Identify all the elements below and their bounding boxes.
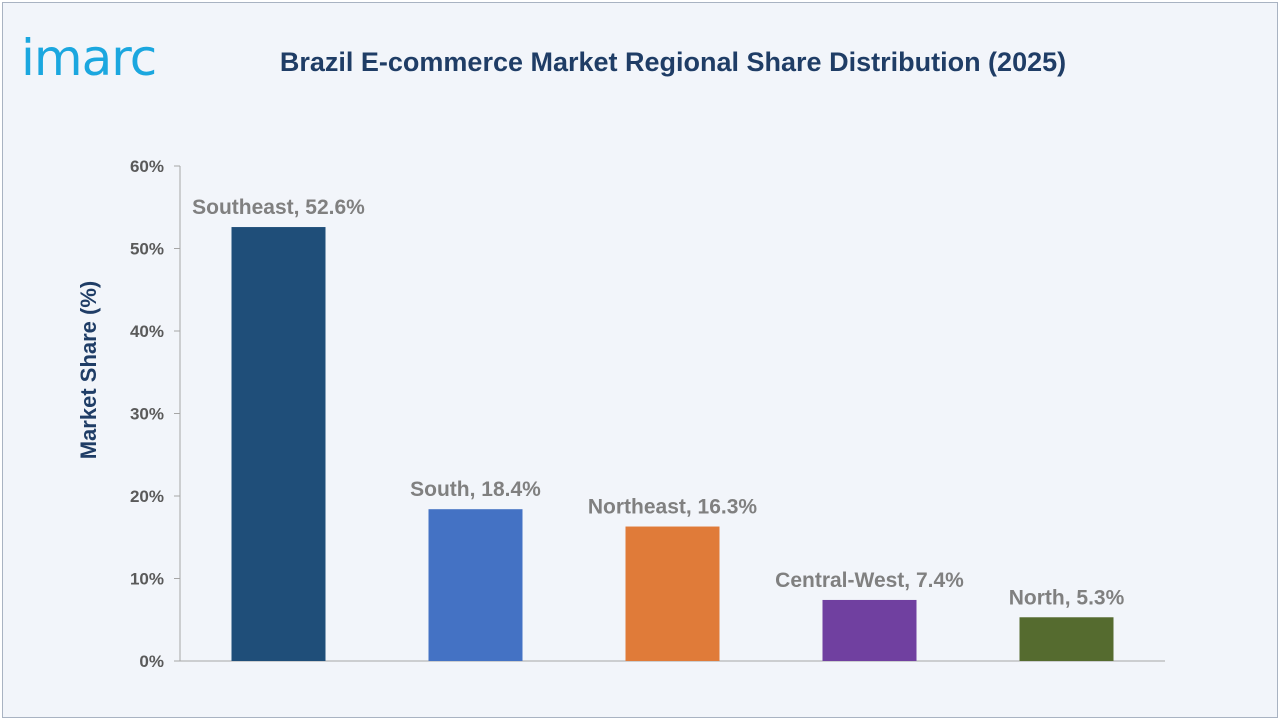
data-label: Northeast, 16.3% <box>588 496 758 519</box>
chart-title: Brazil E-commerce Market Regional Share … <box>279 47 1067 77</box>
bars <box>231 227 1114 662</box>
axes: 0% 10% 20% 30% 40% 50% 60% <box>130 157 1165 671</box>
y-tick-label: 20% <box>130 487 164 506</box>
imarc-logo: imarc <box>21 29 157 87</box>
bar-northeast <box>625 526 720 661</box>
bar-south <box>428 509 523 661</box>
y-axis-label: Market Share (%) <box>76 281 101 460</box>
data-label: Central-West, 7.4% <box>775 569 964 592</box>
bar-southeast <box>231 227 326 662</box>
data-label: South, 18.4% <box>410 478 541 501</box>
y-tick-label: 60% <box>130 157 164 176</box>
y-tick-label: 50% <box>130 240 164 259</box>
y-tick-label: 30% <box>130 405 164 424</box>
data-label: North, 5.3% <box>1009 586 1125 609</box>
y-tick-label: 40% <box>130 322 164 341</box>
y-tick-label: 10% <box>130 570 164 589</box>
data-label: Southeast, 52.6% <box>192 196 365 219</box>
bar-central-west <box>822 599 917 661</box>
data-labels: Southeast, 52.6% South, 18.4% Northeast, 1… <box>192 196 1124 609</box>
y-tick-label: 0% <box>139 652 164 671</box>
bar-north <box>1019 617 1114 661</box>
